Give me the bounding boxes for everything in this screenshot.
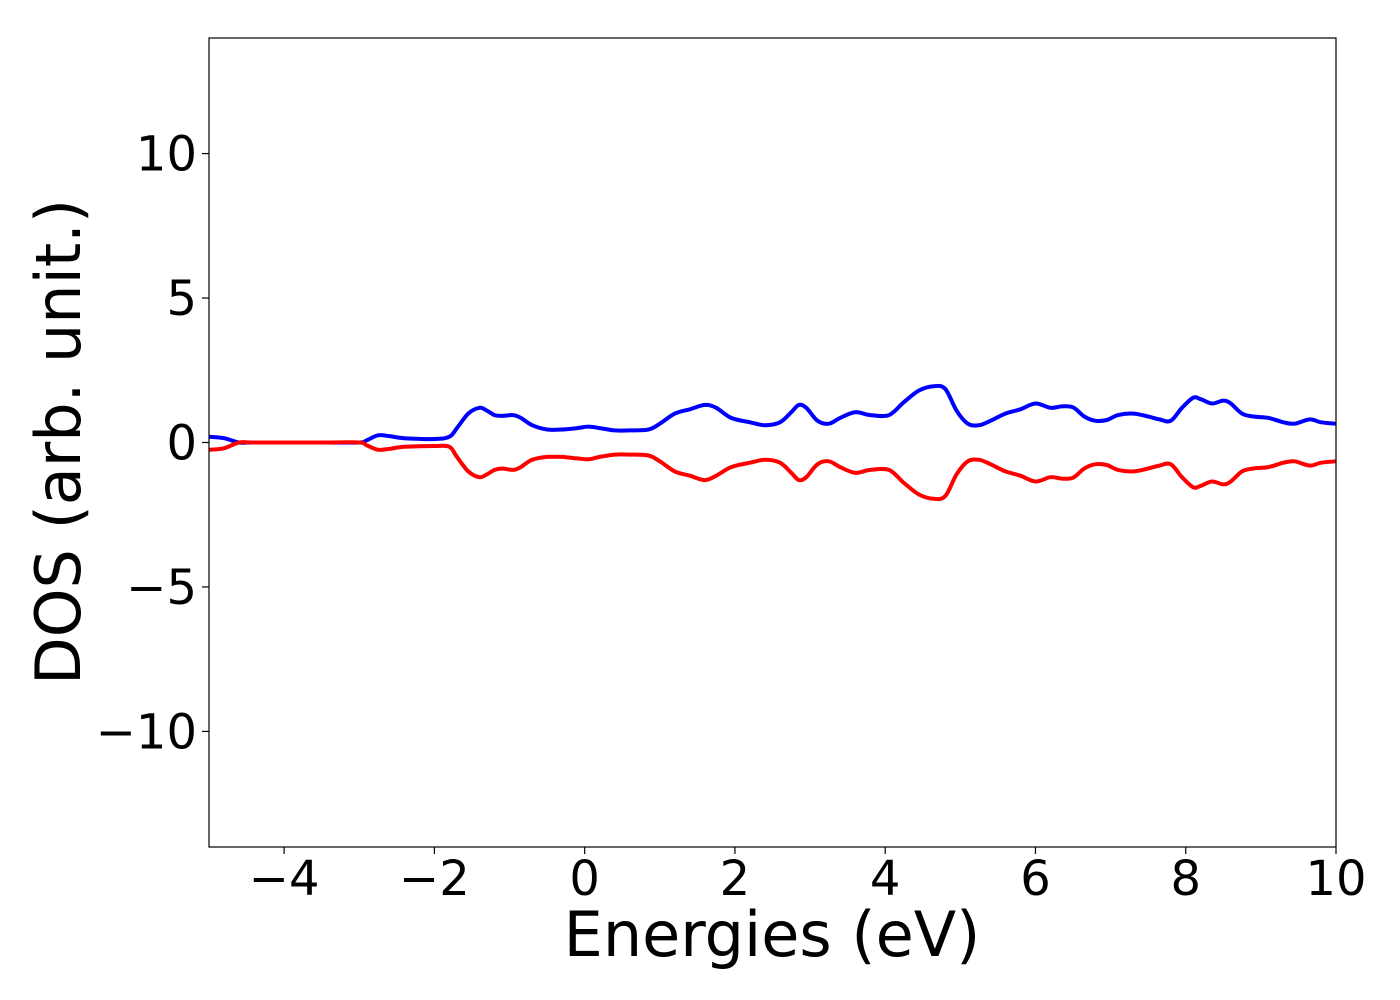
x-tick-label: 6	[1020, 851, 1051, 907]
x-tick-label: 0	[569, 851, 600, 907]
x-axis: −4 −2 0 2 4 6 8 10	[249, 847, 1367, 907]
x-tick-label: 8	[1170, 851, 1201, 907]
y-tick-label: 0	[166, 416, 197, 472]
x-axis-label: Energies (eV)	[564, 898, 981, 971]
y-axis-label: DOS (arb. unit.)	[22, 199, 95, 685]
x-tick-label: −2	[399, 851, 470, 907]
series-layer	[209, 383, 1336, 502]
x-tick-label: 10	[1305, 851, 1366, 907]
y-tick-label: 10	[136, 127, 197, 183]
x-tick-label: 2	[720, 851, 751, 907]
series-line-1	[209, 440, 1336, 502]
series-line-0	[209, 383, 1336, 445]
x-tick-label: −4	[249, 851, 320, 907]
x-tick-label: 4	[870, 851, 901, 907]
y-tick-label: −10	[96, 704, 197, 760]
y-tick-label: −5	[126, 560, 197, 616]
y-axis: −10 −5 0 5 10	[96, 127, 209, 760]
y-tick-label: 5	[166, 271, 197, 327]
